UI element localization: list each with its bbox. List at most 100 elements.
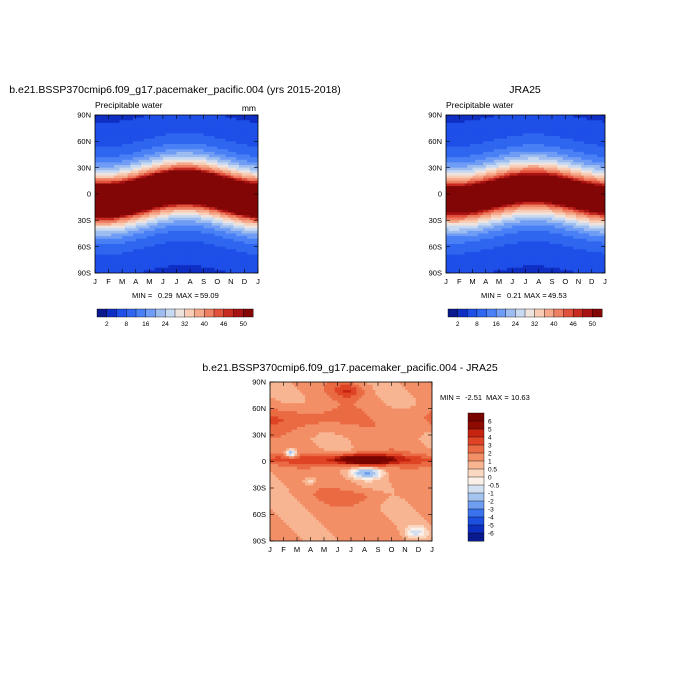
heatmap-cell <box>499 120 503 124</box>
heatmap-cell <box>157 122 161 126</box>
heatmap-cell <box>599 159 603 163</box>
heatmap-cell <box>97 125 101 129</box>
heatmap-cell <box>525 136 529 140</box>
heatmap-cell <box>459 149 463 153</box>
heatmap-cell <box>249 241 253 245</box>
heatmap-cell <box>225 257 229 261</box>
heatmap-cell <box>143 188 148 192</box>
heatmap-cell <box>200 133 205 137</box>
heatmap-cell <box>168 122 172 126</box>
heatmap-cell <box>200 172 205 176</box>
heatmap-cell <box>133 191 137 195</box>
heatmap-cell <box>456 120 460 124</box>
heatmap-cell <box>103 154 107 158</box>
heatmap-cell <box>127 128 131 132</box>
heatmap-cell <box>152 130 156 134</box>
heatmap-cell <box>230 186 234 190</box>
heatmap-cell <box>451 154 455 158</box>
heatmap-cell <box>203 128 207 132</box>
heatmap-cell <box>173 212 177 216</box>
heatmap-cell <box>181 151 186 155</box>
heatmap-cell <box>116 249 120 253</box>
heatmap-cell <box>504 146 508 150</box>
heatmap-cell <box>171 262 175 266</box>
heatmap-cell <box>190 167 194 171</box>
heatmap-cell <box>157 143 161 147</box>
heatmap-cell <box>168 209 172 213</box>
heatmap-cell <box>168 233 172 237</box>
heatmap-cell <box>222 215 226 219</box>
heatmap-cell <box>111 254 115 258</box>
heatmap-cell <box>173 204 177 208</box>
heatmap-cell <box>228 270 232 273</box>
heatmap-cell <box>581 138 585 142</box>
heatmap-cell <box>488 117 492 121</box>
heatmap-cell <box>559 130 563 134</box>
heatmap-cell <box>141 141 145 145</box>
heatmap-cell <box>97 122 101 126</box>
heatmap-cell <box>154 212 158 216</box>
heatmap-cell <box>559 143 563 147</box>
heatmap-cell <box>152 143 156 147</box>
heatmap-cell <box>514 141 518 145</box>
heatmap-cell <box>525 128 529 132</box>
heatmap-cell <box>230 212 234 216</box>
heatmap-cell <box>168 170 172 174</box>
heatmap-cell <box>225 183 229 187</box>
heatmap-cell <box>552 162 556 166</box>
heatmap-cell <box>578 122 582 126</box>
heatmap-cell <box>119 217 123 221</box>
heatmap-cell <box>567 162 571 166</box>
heatmap-cell <box>546 167 550 171</box>
heatmap-cell <box>554 138 558 142</box>
heatmap-cell <box>222 128 226 132</box>
heatmap-cell <box>171 265 175 269</box>
heatmap-cell <box>141 115 145 119</box>
heatmap-cell <box>195 172 199 176</box>
heatmap-cell <box>138 167 142 171</box>
heatmap-cell <box>200 228 205 232</box>
heatmap-cell <box>179 254 183 258</box>
heatmap-cell <box>195 257 199 261</box>
heatmap-cell <box>230 238 234 242</box>
heatmap-cell <box>157 230 161 234</box>
heatmap-cell <box>496 138 500 142</box>
heatmap-cell <box>181 125 186 129</box>
heatmap-cell <box>544 165 548 169</box>
heatmap-cell <box>493 170 497 174</box>
heatmap-cell <box>536 122 540 126</box>
heatmap-cell <box>586 157 590 161</box>
heatmap-cell <box>105 191 109 195</box>
heatmap-cell <box>222 196 226 200</box>
heatmap-cell <box>162 186 167 190</box>
heatmap-cell <box>111 241 115 245</box>
heatmap-cell <box>130 151 134 155</box>
heatmap-cell <box>143 262 148 266</box>
heatmap-cell <box>160 254 164 258</box>
heatmap-cell <box>176 143 180 147</box>
heatmap-cell <box>165 196 169 200</box>
heatmap-cell <box>488 115 492 119</box>
heatmap-cell <box>453 157 457 161</box>
heatmap-cell <box>127 259 131 263</box>
heatmap-cell <box>581 151 585 155</box>
heatmap-cell <box>141 133 145 137</box>
heatmap-cell <box>541 146 545 150</box>
heatmap-cell <box>95 215 99 219</box>
heatmap-cell <box>116 257 120 261</box>
heatmap-cell <box>171 149 175 153</box>
heatmap-cell <box>97 172 101 176</box>
heatmap-cell <box>143 138 148 142</box>
heatmap-cell <box>225 165 229 169</box>
heatmap-cell <box>506 162 510 166</box>
heatmap-cell <box>211 133 215 137</box>
heatmap-cell <box>549 128 553 132</box>
heatmap-cell <box>230 175 234 179</box>
heatmap-cell <box>160 130 164 134</box>
heatmap-cell <box>544 122 548 126</box>
heatmap-cell <box>181 136 186 140</box>
heatmap-cell <box>157 178 161 182</box>
heatmap-cell <box>217 128 221 132</box>
heatmap-cell <box>135 244 139 248</box>
heatmap-cell <box>168 204 172 208</box>
